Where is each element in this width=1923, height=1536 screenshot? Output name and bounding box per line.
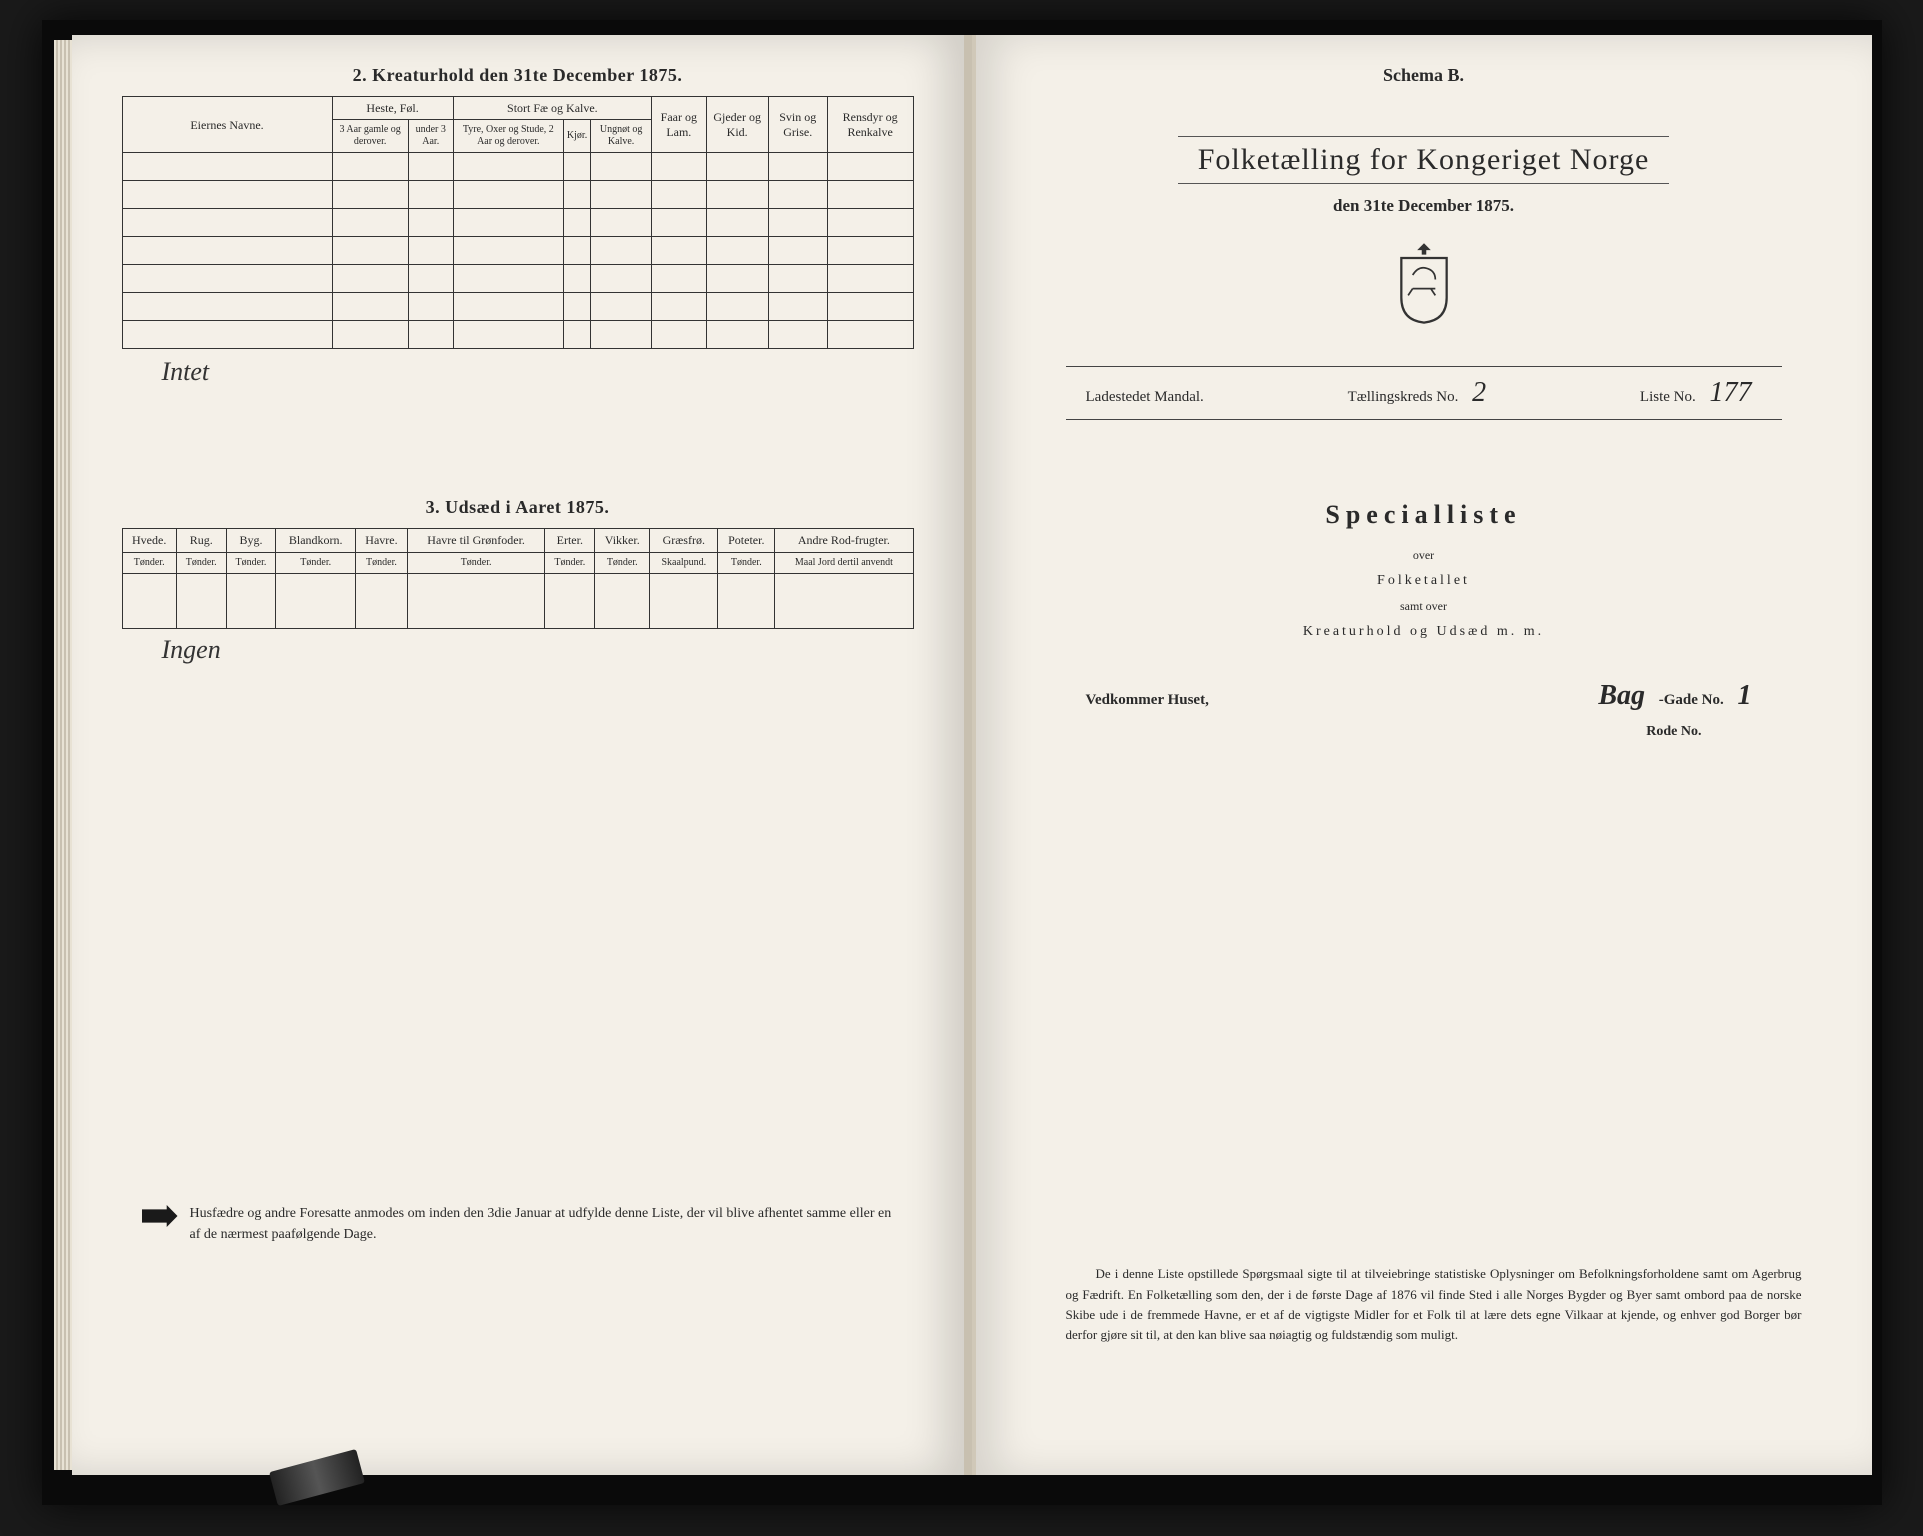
liste-value: 177 <box>1700 377 1762 408</box>
handwritten-intet: Intet <box>122 357 914 387</box>
table-row <box>122 573 913 628</box>
seed-col: Hvede. <box>122 529 176 552</box>
spec-folketallet: Folketallet <box>1026 573 1822 589</box>
seed-unit: Skaalpund. <box>650 552 718 573</box>
kreds-value: 2 <box>1462 377 1496 408</box>
col-calves: Ungnøt og Kalve. <box>591 120 652 153</box>
seed-header-row: Hvede. Rug. Byg. Blandkorn. Havre. Havre… <box>122 529 913 552</box>
house-row: Vedkommer Huset, Bag -Gade No. 1 <box>1086 680 1762 712</box>
col-goats: Gjeder og Kid. <box>706 97 768 153</box>
col-sheep: Faar og Lam. <box>652 97 707 153</box>
seed-unit-row: Tønder. Tønder. Tønder. Tønder. Tønder. … <box>122 552 913 573</box>
vedkommer-label: Vedkommer Huset, <box>1086 692 1209 709</box>
col-owner-names: Eiernes Navne. <box>122 97 332 153</box>
seed-unit: Tønder. <box>176 552 226 573</box>
place-label: Ladestedet Mandal. <box>1086 389 1204 406</box>
specialliste-title: Specialliste <box>1026 500 1822 530</box>
binder-clip <box>269 1449 365 1506</box>
seed-unit: Tønder. <box>545 552 595 573</box>
gade-label: -Gade No. <box>1659 692 1724 708</box>
col-group-horses: Heste, Føl. <box>332 97 453 120</box>
footer-text: Husfædre og andre Foresatte anmodes om i… <box>190 1203 904 1245</box>
seed-table: Hvede. Rug. Byg. Blandkorn. Havre. Havre… <box>122 528 914 628</box>
col-horses-3plus: 3 Aar gamle og derover. <box>332 120 408 153</box>
seed-unit: Tønder. <box>226 552 276 573</box>
table-row <box>122 321 913 349</box>
bottom-paragraph: De i denne Liste opstillede Spørgsmaal s… <box>1066 1264 1802 1345</box>
livestock-body <box>122 153 913 349</box>
kreds-label: Tællingskreds No. <box>1348 389 1459 405</box>
seed-col: Blandkorn. <box>276 529 356 552</box>
seed-unit: Maal Jord dertil anvendt <box>775 552 913 573</box>
seed-unit: Tønder. <box>122 552 176 573</box>
seed-col: Poteter. <box>718 529 775 552</box>
col-reindeer: Rensdyr og Renkalve <box>827 97 913 153</box>
spec-samt: samt over <box>1026 599 1822 614</box>
rode-label: Rode No. <box>1026 724 1702 740</box>
liste-label: Liste No. <box>1640 389 1696 405</box>
right-page: Schema B. Folketælling for Kongeriget No… <box>972 35 1872 1475</box>
seed-col: Græsfrø. <box>650 529 718 552</box>
seed-unit: Tønder. <box>595 552 650 573</box>
seed-col: Rug. <box>176 529 226 552</box>
table-row <box>122 293 913 321</box>
schema-label: Schema B. <box>1026 65 1822 86</box>
seed-col: Havre. <box>356 529 408 552</box>
census-date: den 31te December 1875. <box>1026 196 1822 216</box>
col-pigs: Svin og Grise. <box>768 97 827 153</box>
table-row <box>122 181 913 209</box>
spec-over: over <box>1026 548 1822 563</box>
table-row <box>122 237 913 265</box>
table-row <box>122 265 913 293</box>
spec-kreatur: Kreaturhold og Udsæd m. m. <box>1026 624 1822 640</box>
col-cows: Kjør. <box>563 120 590 153</box>
pointing-hand-icon <box>142 1205 178 1227</box>
seed-unit: Tønder. <box>718 552 775 573</box>
table-row <box>122 153 913 181</box>
census-title: Folketælling for Kongeriget Norge <box>1178 136 1670 184</box>
col-bulls: Tyre, Oxer og Stude, 2 Aar og derover. <box>453 120 563 153</box>
col-group-cattle: Stort Fæ og Kalve. <box>453 97 651 120</box>
coat-of-arms-icon <box>1389 241 1459 326</box>
seed-col: Andre Rod-frugter. <box>775 529 913 552</box>
livestock-table: Eiernes Navne. Heste, Føl. Stort Fæ og K… <box>122 96 914 349</box>
table-row <box>122 209 913 237</box>
gade-no-value: 1 <box>1728 680 1762 711</box>
section3-title: 3. Udsæd i Aaret 1875. <box>122 497 914 518</box>
title-block: Folketælling for Kongeriget Norge den 31… <box>1026 136 1822 216</box>
section2-title: 2. Kreaturhold den 31te December 1875. <box>122 65 914 86</box>
left-page: 2. Kreaturhold den 31te December 1875. E… <box>72 35 972 1475</box>
seed-col: Havre til Grønfoder. <box>407 529 545 552</box>
page-stack-edge <box>54 40 72 1470</box>
seed-col: Byg. <box>226 529 276 552</box>
gade-name-value: Bag <box>1588 680 1655 711</box>
seed-unit: Tønder. <box>356 552 408 573</box>
seed-unit: Tønder. <box>276 552 356 573</box>
footer-note: Husfædre og andre Foresatte anmodes om i… <box>142 1203 904 1245</box>
district-list-row: Ladestedet Mandal. Tællingskreds No. 2 L… <box>1066 366 1782 420</box>
seed-unit: Tønder. <box>407 552 545 573</box>
seed-col: Erter. <box>545 529 595 552</box>
handwritten-ingen: Ingen <box>122 635 914 665</box>
col-horses-under3: under 3 Aar. <box>408 120 453 153</box>
seed-col: Vikker. <box>595 529 650 552</box>
book-spread: 2. Kreaturhold den 31te December 1875. E… <box>42 20 1882 1505</box>
